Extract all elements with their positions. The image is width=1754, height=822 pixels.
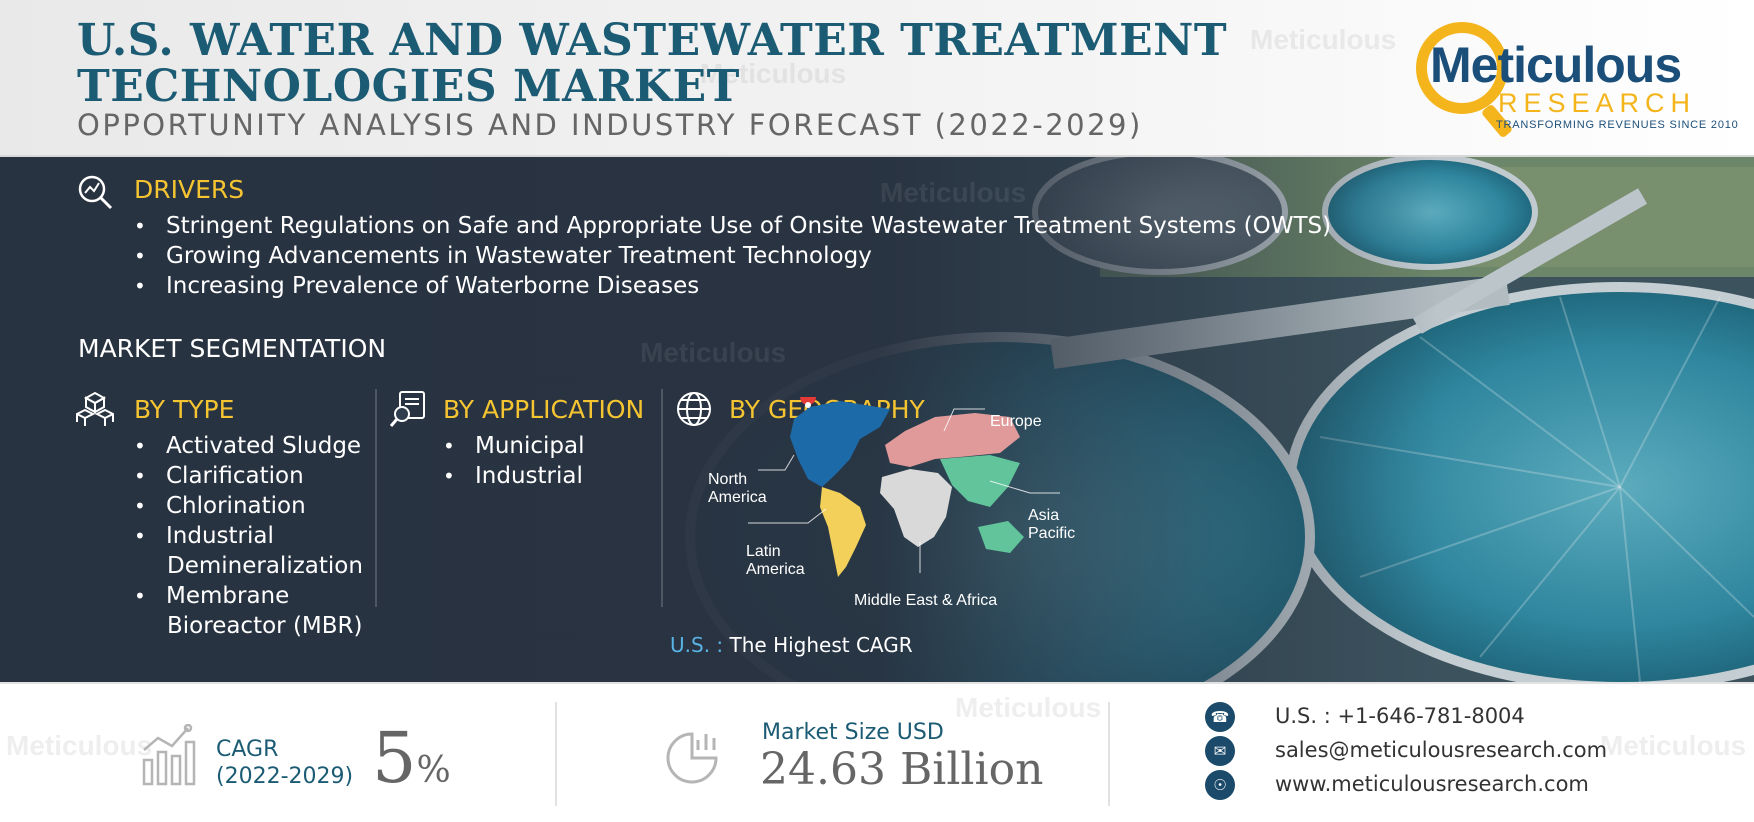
title-line-1: U.S. WATER AND WASTEWATER TREATMENT bbox=[77, 15, 1228, 66]
pie-chart-icon bbox=[666, 732, 718, 784]
segmentation-title: MARKET SEGMENTATION bbox=[78, 334, 387, 363]
map-north-america bbox=[790, 401, 890, 487]
type-item: Membrane bbox=[134, 581, 363, 611]
header: Meticulous Meticulous U.S. WATER AND WAS… bbox=[0, 0, 1754, 157]
cubes-icon bbox=[74, 390, 116, 428]
map-middle-east-africa bbox=[880, 469, 952, 547]
main-panel: Meticulous Meticulous DRIVERS Stringent … bbox=[0, 157, 1754, 682]
meticulous-research-logo: Meticulous RESEARCH TRANSFORMING REVENUE… bbox=[1408, 16, 1738, 139]
drivers-list: Stringent Regulations on Safe and Approp… bbox=[134, 211, 1331, 301]
driver-item: Increasing Prevalence of Waterborne Dise… bbox=[134, 271, 1331, 301]
magnifier-ring bbox=[1416, 22, 1508, 114]
map-latin-america bbox=[820, 487, 866, 577]
driver-item: Stringent Regulations on Safe and Approp… bbox=[134, 211, 1331, 241]
title-line-2: TECHNOLOGIES MARKET bbox=[77, 61, 740, 112]
us-highest-cagr: U.S. : The Highest CAGR bbox=[670, 633, 913, 657]
mail-icon: ✉ bbox=[1205, 736, 1235, 766]
globe-icon bbox=[675, 390, 713, 428]
map-europe bbox=[885, 413, 1020, 467]
type-item: Clarification bbox=[134, 461, 363, 491]
phone-icon: ☎ bbox=[1205, 702, 1235, 732]
map-label-middle-east-africa: Middle East & Africa bbox=[854, 592, 998, 609]
document-search-icon bbox=[389, 390, 428, 428]
world-map bbox=[748, 397, 1060, 577]
market-size-label: Market Size USD bbox=[762, 720, 944, 745]
application-list: Municipal Industrial bbox=[443, 431, 585, 491]
page-title: U.S. WATER AND WASTEWATER TREATMENT TECH… bbox=[77, 15, 1228, 112]
watermark: Meticulous bbox=[1250, 24, 1397, 55]
footer: Meticulous Meticulous Meticulous CAGR (2… bbox=[0, 682, 1754, 822]
watermark: Meticulous bbox=[6, 730, 153, 761]
map-label-north-america: North America bbox=[708, 471, 767, 506]
map-label-latin-america: Latin America bbox=[746, 543, 805, 578]
by-type-heading: BY TYPE bbox=[134, 395, 235, 424]
type-item-continued: Demineralization bbox=[167, 553, 363, 579]
footer-divider bbox=[555, 702, 557, 806]
content-area: Meticulous Meticulous DRIVERS Stringent … bbox=[0, 157, 1754, 682]
type-item: Chlorination bbox=[134, 491, 363, 521]
cagr-label: CAGR (2022-2029) bbox=[216, 737, 354, 789]
column-divider bbox=[661, 389, 663, 607]
driver-item: Growing Advancements in Wastewater Treat… bbox=[134, 241, 1331, 271]
magnifier-chart-icon bbox=[76, 173, 114, 211]
watermark: Meticulous bbox=[955, 692, 1102, 723]
column-divider bbox=[375, 389, 377, 607]
type-item: Industrial bbox=[134, 521, 363, 551]
growth-chart-icon bbox=[142, 724, 196, 786]
watermark: Meticulous bbox=[1600, 730, 1747, 761]
globe-icon: ☉ bbox=[1205, 770, 1235, 800]
us-location-pin bbox=[800, 397, 816, 405]
map-label-asia-pacific: Asia Pacific bbox=[1028, 507, 1076, 542]
cagr-value: 5% bbox=[372, 717, 451, 799]
logo-sub: RESEARCH bbox=[1498, 88, 1697, 118]
type-item: Activated Sludge bbox=[134, 431, 363, 461]
map-label-europe: Europe bbox=[990, 413, 1042, 430]
watermark: Meticulous bbox=[880, 177, 1027, 208]
by-application-heading: BY APPLICATION bbox=[443, 395, 645, 424]
type-list: Activated Sludge Clarification Chlorinat… bbox=[134, 431, 363, 641]
type-item-continued: Bioreactor (MBR) bbox=[167, 613, 363, 639]
watermark: Meticulous bbox=[640, 337, 787, 368]
market-size-value: 24.63 Billion bbox=[760, 744, 1044, 795]
application-item: Industrial bbox=[443, 461, 585, 491]
drivers-heading: DRIVERS bbox=[134, 175, 245, 204]
logo-tagline: TRANSFORMING REVENUES SINCE 2010 bbox=[1496, 119, 1739, 131]
footer-divider bbox=[1108, 702, 1110, 806]
map-asia-pacific bbox=[940, 455, 1020, 507]
map-oceania bbox=[978, 521, 1024, 553]
application-item: Municipal bbox=[443, 431, 585, 461]
page-subtitle: OPPORTUNITY ANALYSIS AND INDUSTRY FORECA… bbox=[77, 108, 1143, 142]
logo-name: Meticulous bbox=[1430, 37, 1682, 93]
